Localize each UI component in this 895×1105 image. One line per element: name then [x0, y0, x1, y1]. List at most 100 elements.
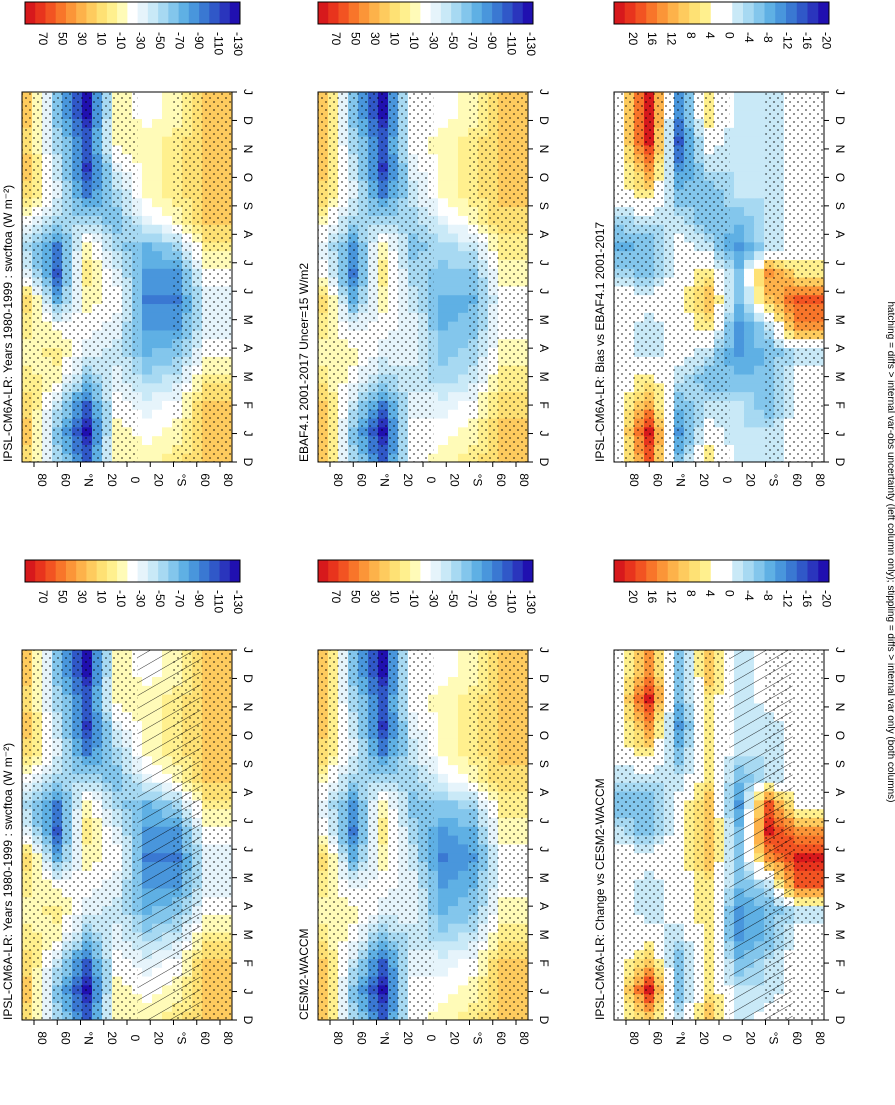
heatmap-cell — [744, 188, 755, 199]
heatmap-cell — [448, 312, 459, 322]
heatmap-cell — [448, 409, 459, 419]
heatmap-cell — [448, 764, 459, 774]
heatmap-cell — [448, 365, 459, 375]
month-tick-label: J — [833, 288, 847, 294]
heatmap-cell — [162, 338, 173, 349]
heatmap-cell — [438, 382, 449, 393]
heatmap-cell — [458, 144, 469, 155]
heatmap-cell — [162, 365, 173, 375]
heatmap-cell — [448, 755, 459, 766]
panel-change-vs-cesm2: 80 60 °N 20 0 20 °S 60 80DJFMAMJJASONDJIPSL-CM6A… — [593, 89, 847, 487]
heatmap-cell — [448, 268, 459, 278]
heatmap-cell — [448, 171, 459, 181]
heatmap-cell — [152, 382, 163, 393]
lat-tick-label: 60 — [354, 473, 368, 487]
heatmap-cell — [744, 259, 755, 269]
heatmap-cell — [754, 92, 765, 102]
lat-tick-label: 60 — [494, 1031, 508, 1045]
heatmap-cell — [448, 817, 459, 827]
heatmap-cell — [458, 799, 469, 810]
month-tick-label: D — [537, 458, 551, 467]
month-tick-label: J — [537, 260, 551, 266]
heatmap-field — [318, 650, 528, 1020]
heatmap-cell — [458, 303, 469, 313]
heatmap-cell — [448, 100, 459, 111]
heatmap-cell — [754, 409, 765, 419]
heatmap-cell — [162, 224, 173, 234]
month-tick-label: N — [537, 145, 551, 154]
month-tick-label: M — [241, 930, 255, 940]
heatmap-cell — [458, 967, 469, 977]
month-tick-label: N — [833, 145, 847, 154]
month-tick-label: F — [241, 959, 255, 966]
heatmap-cell — [754, 118, 765, 128]
heatmap-cell — [448, 294, 459, 305]
heatmap-cell — [754, 136, 765, 146]
heatmap-cell — [162, 382, 173, 393]
heatmap-cell — [152, 197, 163, 208]
heatmap-cell — [448, 975, 459, 986]
heatmap-cell — [448, 993, 459, 1003]
heatmap-cell — [734, 127, 745, 137]
heatmap-cell — [448, 887, 459, 898]
lat-tick-label: 20 — [743, 473, 757, 487]
heatmap-cell — [438, 729, 449, 739]
heatmap-cell — [448, 400, 459, 410]
heatmap-cell — [142, 224, 153, 234]
heatmap-cell — [754, 232, 765, 243]
heatmap-cell — [448, 931, 459, 942]
heatmap-cell — [754, 180, 765, 190]
heatmap-cell — [734, 417, 745, 428]
panel-model-left: 80 60 °N 20 0 20 °S 60 80DJFMAMJJASONDJIPSL-CM6A… — [1, 89, 255, 487]
heatmap-cell — [438, 180, 449, 190]
heatmap-cell — [744, 162, 755, 172]
heatmap-cell — [152, 206, 163, 216]
heatmap-cell — [458, 409, 469, 419]
month-tick-label: D — [241, 1016, 255, 1025]
stippling-overlay — [469, 650, 528, 1020]
heatmap-cell — [438, 923, 449, 933]
heatmap-cell — [152, 224, 163, 234]
heatmap-cell — [438, 676, 449, 686]
lat-tick-label: 20 — [151, 1031, 165, 1045]
heatmap-cell — [734, 356, 745, 366]
heatmap-cell — [448, 118, 459, 128]
month-tick-label: O — [833, 173, 847, 182]
heatmap-cell — [448, 790, 459, 801]
heatmap-cell — [754, 453, 765, 462]
lat-tick-label: 0 — [424, 1035, 438, 1042]
heatmap-cell — [458, 162, 469, 172]
heatmap-cell — [448, 215, 459, 225]
heatmap-cell — [744, 250, 755, 260]
heatmap-cell — [744, 426, 755, 437]
heatmap-cell — [438, 835, 449, 845]
heatmap-cell — [458, 870, 469, 880]
heatmap-cell — [152, 232, 163, 243]
heatmap-cell — [142, 338, 153, 349]
stippling-overlay — [22, 650, 138, 1020]
heatmap-cell — [162, 347, 173, 357]
heatmap-cell — [438, 975, 449, 986]
heatmap-cell — [448, 773, 459, 783]
heatmap-cell — [448, 676, 459, 686]
heatmap-cell — [142, 259, 153, 269]
heatmap-cell — [152, 109, 163, 120]
heatmap-cell — [734, 224, 745, 234]
heatmap-cell — [162, 453, 173, 462]
heatmap-cell — [152, 250, 163, 260]
heatmap-cell — [438, 391, 449, 401]
heatmap-cell — [458, 905, 469, 915]
heatmap-cell — [448, 870, 459, 880]
heatmap-cell — [744, 109, 755, 120]
heatmap-cell — [734, 206, 745, 216]
heatmap-cell — [448, 127, 459, 137]
heatmap-cell — [438, 738, 449, 748]
month-tick-label: J — [241, 260, 255, 266]
heatmap-cell — [448, 329, 459, 340]
heatmap-cell — [162, 215, 173, 225]
panel-bias-vs-ebaf: 80 60 °N 20 0 20 °S 60 80DJFMAMJJASONDJIPSL-CM6A… — [593, 647, 847, 1045]
heatmap-cell — [734, 347, 745, 357]
heatmap-cell — [152, 373, 163, 384]
heatmap-cell — [744, 232, 755, 243]
heatmap-cell — [142, 400, 153, 410]
